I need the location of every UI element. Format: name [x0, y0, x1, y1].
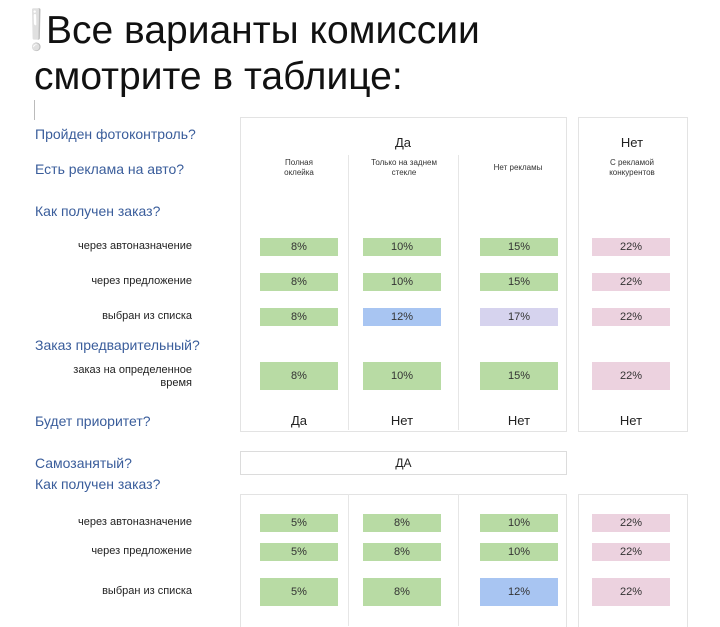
col-separator: [458, 155, 459, 430]
rate-cell: 12%: [480, 578, 558, 606]
question-priority: Будет приоритет?: [35, 413, 151, 429]
rate-cell: 8%: [260, 362, 338, 390]
exclamation-icon: ❕: [12, 9, 61, 52]
row-label: через автоназначение: [78, 516, 192, 528]
rate-cell: 22%: [592, 238, 670, 256]
row-label: через предложение: [91, 275, 192, 287]
page-title: ❕Все варианты комиссии смотрите в таблиц…: [12, 9, 480, 98]
rate-cell: 22%: [592, 308, 670, 326]
row-label: через предложение: [91, 545, 192, 557]
col-separator: [348, 494, 349, 626]
col-separator: [348, 155, 349, 430]
priority-value: Нет: [619, 413, 643, 428]
rate-cell: 8%: [363, 543, 441, 561]
subheader-full-wrap: Полная оклейка: [284, 158, 314, 177]
question-selfemployed: Самозанятый?: [35, 455, 132, 471]
subheader-rear-window: Только на заднем стекле: [371, 158, 437, 177]
rate-cell: 8%: [363, 578, 441, 606]
row-label: заказ на определенное время: [73, 364, 192, 389]
rate-cell: 8%: [260, 238, 338, 256]
rate-cell: 22%: [592, 543, 670, 561]
rate-cell: 5%: [260, 514, 338, 532]
rate-cell: 22%: [592, 514, 670, 532]
priority-value: Нет: [507, 413, 531, 428]
col-separator: [458, 494, 459, 626]
rate-cell: 15%: [480, 273, 558, 291]
rate-cell: 15%: [480, 238, 558, 256]
row-label: через автоназначение: [78, 240, 192, 252]
rate-cell: 5%: [260, 578, 338, 606]
rate-cell: 10%: [480, 543, 558, 561]
question-ads: Есть реклама на авто?: [35, 161, 185, 177]
row-label: выбран из списка: [102, 310, 192, 322]
rate-cell: 22%: [592, 578, 670, 606]
priority-value: Да: [290, 413, 308, 428]
header-no: Нет: [620, 135, 644, 150]
rate-cell: 17%: [480, 308, 558, 326]
divider: [34, 100, 35, 120]
question-preorder: Заказ предварительный?: [35, 337, 200, 353]
rate-cell: 8%: [363, 514, 441, 532]
rate-cell: 22%: [592, 273, 670, 291]
rate-cell: 5%: [260, 543, 338, 561]
row-label: выбран из списка: [102, 585, 192, 597]
question-photo: Пройден фотоконтроль?: [35, 126, 196, 142]
rate-cell: 10%: [480, 514, 558, 532]
rate-cell: 10%: [363, 362, 441, 390]
priority-value: Нет: [390, 413, 414, 428]
question-order-how-2: Как получен заказ?: [35, 476, 161, 492]
header-yes: Да: [394, 135, 412, 150]
rate-cell: 22%: [592, 362, 670, 390]
subheader-competitor-ads: С рекламой конкурентов: [609, 158, 655, 177]
rate-cell: 12%: [363, 308, 441, 326]
rate-cell: 10%: [363, 238, 441, 256]
rate-cell: 8%: [260, 273, 338, 291]
subheader-no-ads: Нет рекламы: [493, 163, 543, 172]
rate-cell: 8%: [260, 308, 338, 326]
selfemployed-value: ДА: [240, 451, 567, 475]
question-order-how: Как получен заказ?: [35, 203, 161, 219]
rate-cell: 10%: [363, 273, 441, 291]
rate-cell: 15%: [480, 362, 558, 390]
